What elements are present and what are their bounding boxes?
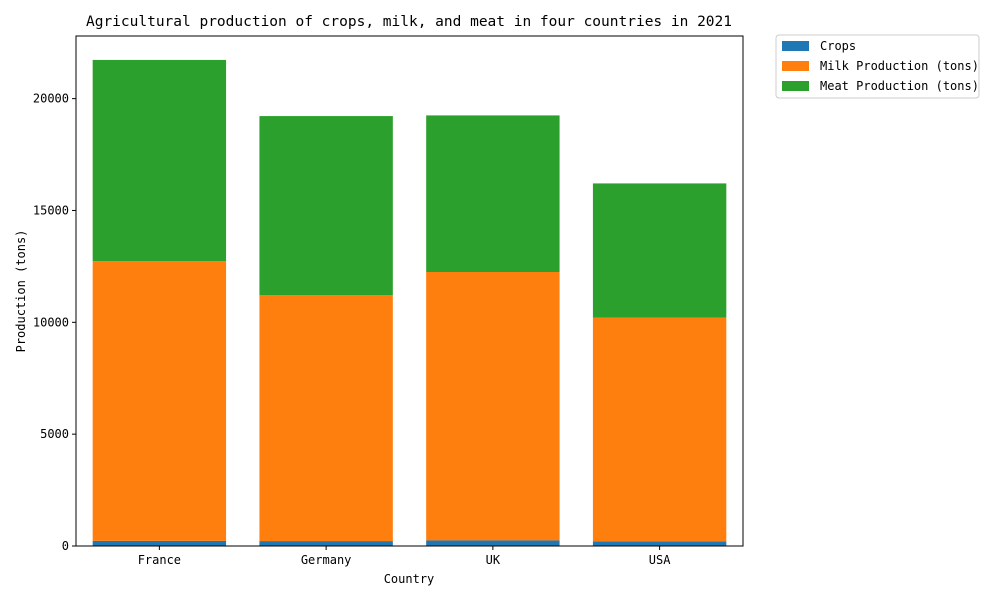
bars-group xyxy=(92,59,727,546)
x-tick-label: UK xyxy=(486,553,501,567)
y-tick-label: 5000 xyxy=(40,427,69,441)
legend-label: Crops xyxy=(820,39,856,53)
y-axis-title: Production (tons) xyxy=(14,230,28,353)
y-tick-label: 15000 xyxy=(33,203,69,217)
bar-usa-series-0 xyxy=(592,541,727,546)
x-tick-label: Germany xyxy=(301,553,352,567)
y-axis: 0 5000 10000 15000 20000 xyxy=(33,92,76,553)
y-tick-label: 10000 xyxy=(33,315,69,329)
bar-usa-series-2 xyxy=(592,183,727,318)
bar-uk-series-0 xyxy=(426,540,560,546)
bar-germany-series-0 xyxy=(259,541,393,546)
legend-swatch xyxy=(782,81,809,91)
y-tick-label: 20000 xyxy=(33,92,69,106)
bar-germany-series-2 xyxy=(259,116,393,296)
chart-title: Agricultural production of crops, milk, … xyxy=(86,14,732,30)
bar-usa-series-1 xyxy=(592,317,727,542)
legend-label: Meat Production (tons) xyxy=(820,79,979,93)
bar-uk-series-2 xyxy=(426,115,560,272)
y-tick-label: 0 xyxy=(62,539,69,553)
x-tick-label: France xyxy=(138,553,181,567)
bar-uk-series-1 xyxy=(426,271,560,541)
x-tick-label: USA xyxy=(649,553,671,567)
bar-france-series-2 xyxy=(92,59,227,262)
bar-germany-series-1 xyxy=(259,295,393,542)
legend-swatch xyxy=(782,41,809,51)
bar-france-series-1 xyxy=(92,261,227,541)
x-axis-title: Country xyxy=(384,572,435,586)
plot-frame xyxy=(75,35,744,547)
legend-swatch xyxy=(782,61,809,71)
legend: Crops Milk Production (tons) Meat Producti… xyxy=(775,34,980,99)
x-axis: France Germany UK USA xyxy=(138,546,671,567)
bar-france-series-0 xyxy=(92,540,227,546)
legend-frame xyxy=(775,34,980,99)
legend-label: Milk Production (tons) xyxy=(820,59,979,73)
